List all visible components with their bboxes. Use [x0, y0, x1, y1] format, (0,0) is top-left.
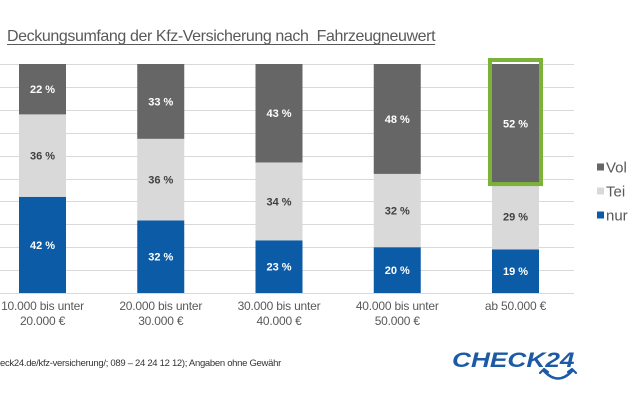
- x-tick-label-line: 30.000 bis unter: [238, 299, 321, 313]
- x-tick-label-line: 50.000 €: [375, 314, 421, 328]
- bar-segment-vol: [492, 64, 539, 184]
- data-label: 23 %: [266, 262, 291, 274]
- data-label: 20 %: [385, 265, 410, 277]
- bar-segment-tei: [137, 138, 185, 221]
- x-tick-label-line: 20.000 bis unter: [119, 299, 202, 313]
- bar-segment-tei: [373, 173, 421, 248]
- bar-segment-nur: [255, 240, 303, 293]
- x-tick-label-line: 30.000 €: [138, 314, 184, 328]
- bar-segment-vol: [255, 64, 303, 163]
- chart-title: Deckungsumfang der Kfz-Versicherung nach…: [7, 28, 436, 45]
- bars: [19, 64, 539, 293]
- legend-swatch: [597, 187, 604, 195]
- bar-segment-tei: [255, 162, 303, 241]
- bar-segment-nur: [19, 196, 66, 293]
- legend-swatch: [597, 211, 604, 219]
- highlight-frame: [488, 58, 543, 187]
- x-tick-label: 10.000 bis unter 20.000 €: [1, 299, 84, 328]
- data-label: 22 %: [30, 84, 55, 96]
- bar-segment-nur: [492, 249, 539, 293]
- x-tick-label-line: ab 50.000 €: [485, 299, 547, 313]
- logo-text: CHECK24: [452, 349, 575, 372]
- x-tick-label-line: 40.000 €: [256, 314, 302, 328]
- data-label: 48 %: [385, 114, 410, 126]
- legend: Vol Tei nur: [597, 160, 628, 225]
- legend-label: Tei: [606, 184, 625, 201]
- legend-swatch: [597, 163, 604, 171]
- data-label: 43 %: [266, 108, 291, 120]
- bar-segment-nur: [373, 247, 421, 293]
- bar-segment-nur: [137, 220, 185, 293]
- x-tick-label: 20.000 bis unter 30.000 €: [119, 299, 202, 328]
- bar-segment-vol: [373, 64, 421, 174]
- bar-segment-vol: [137, 64, 185, 139]
- legend-label: nur: [606, 208, 628, 225]
- x-tick-label-line: 20.000 €: [20, 314, 66, 328]
- highlight-border: [488, 58, 543, 187]
- bar-segment-tei: [19, 114, 66, 197]
- check24-logo: CHECK24: [451, 347, 583, 387]
- data-label: 29 %: [503, 211, 528, 223]
- x-tick-label: 30.000 bis unter 40.000 €: [238, 299, 321, 328]
- smile-arrow-icon: [538, 367, 578, 380]
- legend-label: Vol: [606, 160, 627, 177]
- source-note: eck24.de/kfz-versicherung/; 089 – 24 24 …: [0, 358, 281, 369]
- bar-segment-tei: [492, 183, 539, 250]
- x-tick-label-line: 40.000 bis unter: [356, 299, 439, 313]
- data-label: 34 %: [266, 196, 291, 208]
- x-tick-labels: 10.000 bis unter 20.000 € 20.000 bis unter…: [1, 299, 547, 328]
- data-label: 32 %: [385, 206, 410, 218]
- data-label: 42 %: [30, 240, 55, 252]
- x-tick-label: 40.000 bis unter 50.000 €: [356, 299, 439, 328]
- x-tick-label-line: 10.000 bis unter: [1, 299, 84, 313]
- data-label: 19 %: [503, 266, 528, 278]
- data-labels: 42 % 36 % 22 % 32 % 36 % 33 % 23 % 34 % 43 % 20 %…: [30, 84, 528, 278]
- data-label: 52 %: [503, 119, 528, 131]
- data-label: 32 %: [148, 252, 173, 264]
- data-label: 33 %: [148, 96, 173, 108]
- bar-segment-vol: [19, 64, 66, 115]
- data-label: 36 %: [148, 175, 173, 187]
- data-label: 36 %: [30, 151, 55, 163]
- x-tick-label: ab 50.000 €: [485, 299, 547, 313]
